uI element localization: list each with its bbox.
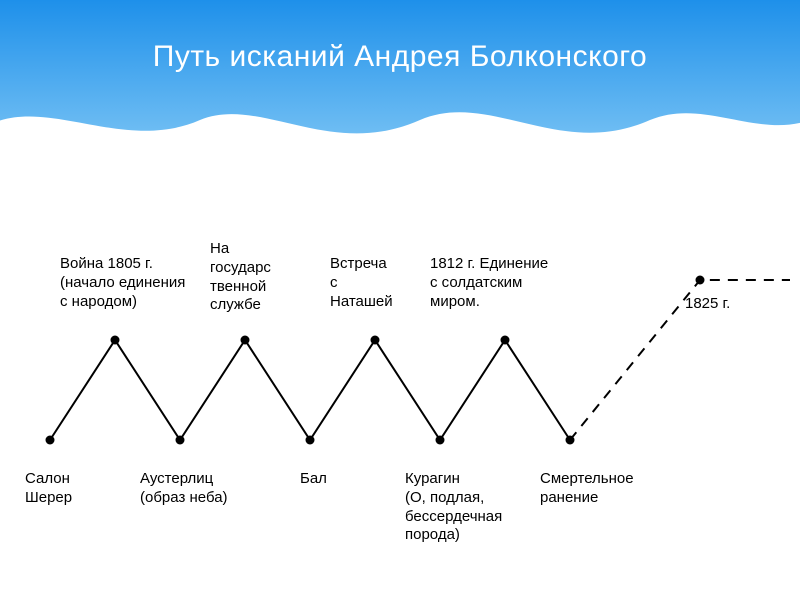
zigzag-point [371,336,380,345]
zigzag-point [436,436,445,445]
peak-label: На государс твенной службе [210,240,271,315]
valley-label: Смертельное ранение [540,470,634,508]
valley-label: Бал [300,470,327,489]
valley-label: Курагин (О, подлая, бессердечная порода) [405,470,502,545]
zigzag-diagram: Война 1805 г. (начало единения с народом… [0,170,800,590]
zigzag-point [241,336,250,345]
peak-label: Встреча с Наташей [330,255,393,311]
valley-label: Салон Шерер [25,470,72,508]
zigzag-point [46,436,55,445]
zigzag-dash [570,280,790,440]
header-sky-svg [0,0,800,160]
peak-label: 1825 г. [685,295,730,314]
zigzag-point [306,436,315,445]
zigzag-svg [0,170,800,590]
header-band: Путь исканий Андрея Болконского [0,0,800,160]
zigzag-point [566,436,575,445]
peak-label: Война 1805 г. (начало единения с народом… [60,255,185,311]
peak-label: 1812 г. Единение с солдатским миром. [430,255,548,311]
page-title: Путь исканий Андрея Болконского [0,40,800,74]
valley-label: Аустерлиц (образ неба) [140,470,228,508]
zigzag-point [501,336,510,345]
zigzag-line [50,340,570,440]
zigzag-point [696,276,705,285]
zigzag-point [176,436,185,445]
zigzag-point [111,336,120,345]
